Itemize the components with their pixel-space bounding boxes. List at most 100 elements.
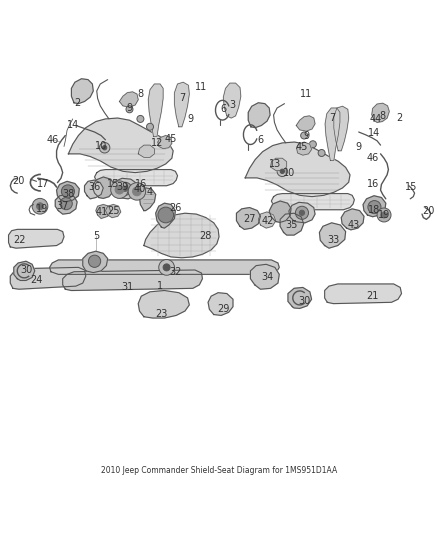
Polygon shape: [63, 270, 202, 290]
Circle shape: [158, 207, 173, 223]
Text: 45: 45: [165, 134, 177, 143]
Text: 42: 42: [262, 216, 274, 225]
Text: 1: 1: [157, 281, 163, 291]
Polygon shape: [245, 142, 350, 197]
Circle shape: [147, 123, 153, 130]
Text: 26: 26: [169, 203, 181, 213]
Text: 8: 8: [380, 111, 386, 121]
Circle shape: [280, 169, 285, 174]
Polygon shape: [158, 135, 172, 149]
Polygon shape: [237, 207, 261, 229]
Circle shape: [163, 264, 170, 271]
Polygon shape: [68, 118, 173, 173]
Text: 45: 45: [296, 142, 308, 152]
Polygon shape: [296, 116, 315, 131]
Text: 22: 22: [13, 235, 25, 245]
Polygon shape: [144, 213, 219, 258]
Polygon shape: [14, 261, 35, 280]
Text: 6: 6: [220, 104, 226, 114]
Text: 38: 38: [62, 189, 74, 199]
Polygon shape: [57, 181, 79, 202]
Text: 9: 9: [127, 103, 133, 114]
Circle shape: [295, 206, 308, 220]
Text: 20: 20: [12, 176, 25, 187]
Circle shape: [119, 182, 132, 195]
Polygon shape: [9, 229, 64, 248]
Text: 15: 15: [405, 182, 417, 192]
Circle shape: [61, 185, 74, 198]
Polygon shape: [372, 103, 389, 123]
Polygon shape: [96, 205, 111, 219]
Polygon shape: [106, 205, 121, 217]
Text: 33: 33: [327, 235, 339, 245]
Polygon shape: [280, 213, 304, 235]
Polygon shape: [140, 188, 155, 211]
Polygon shape: [269, 201, 291, 222]
Circle shape: [128, 183, 146, 200]
Text: 4: 4: [146, 187, 152, 197]
Circle shape: [99, 142, 110, 153]
Circle shape: [60, 198, 72, 210]
Polygon shape: [49, 260, 279, 274]
Text: 19: 19: [36, 204, 48, 214]
Polygon shape: [92, 177, 114, 198]
Text: 27: 27: [244, 214, 256, 224]
Polygon shape: [174, 82, 189, 127]
Text: 2: 2: [396, 113, 403, 123]
Text: 35: 35: [285, 220, 297, 230]
Polygon shape: [120, 92, 138, 107]
Polygon shape: [208, 293, 233, 316]
Text: 9: 9: [187, 114, 194, 124]
Circle shape: [368, 200, 381, 214]
Polygon shape: [289, 203, 315, 223]
Polygon shape: [138, 145, 154, 157]
Circle shape: [88, 255, 101, 268]
Text: 14: 14: [368, 128, 380, 139]
Polygon shape: [148, 84, 163, 136]
Circle shape: [102, 146, 107, 150]
Text: 3: 3: [229, 100, 235, 110]
Polygon shape: [55, 195, 77, 214]
Polygon shape: [85, 180, 103, 199]
Polygon shape: [288, 287, 311, 309]
Circle shape: [123, 186, 128, 191]
Circle shape: [159, 260, 174, 275]
Polygon shape: [251, 264, 279, 289]
Polygon shape: [11, 268, 86, 289]
Text: 40: 40: [134, 184, 146, 194]
Text: 19: 19: [378, 210, 390, 220]
Text: 6: 6: [258, 135, 264, 145]
Circle shape: [32, 198, 48, 214]
Polygon shape: [155, 203, 175, 228]
Circle shape: [381, 212, 387, 218]
Text: 34: 34: [261, 272, 273, 282]
Text: 25: 25: [107, 206, 120, 216]
Text: 7: 7: [179, 93, 185, 103]
Text: 9: 9: [356, 142, 362, 152]
Text: 37: 37: [57, 201, 69, 211]
Text: 2010 Jeep Commander Shield-Seat Diagram for 1MS951D1AA: 2010 Jeep Commander Shield-Seat Diagram …: [101, 466, 337, 475]
Text: 21: 21: [367, 291, 379, 301]
Text: 12: 12: [151, 139, 163, 148]
Polygon shape: [325, 284, 402, 304]
Text: 5: 5: [94, 231, 100, 241]
Text: 28: 28: [199, 231, 211, 241]
Polygon shape: [325, 108, 340, 160]
Polygon shape: [83, 251, 108, 272]
Polygon shape: [319, 223, 346, 248]
Text: 16: 16: [367, 180, 379, 189]
Text: 23: 23: [155, 309, 168, 319]
Polygon shape: [138, 290, 189, 318]
Text: 17: 17: [37, 179, 49, 189]
Text: 11: 11: [195, 83, 208, 93]
Circle shape: [309, 141, 316, 148]
Polygon shape: [258, 212, 276, 228]
Text: 39: 39: [116, 182, 128, 192]
Text: 32: 32: [169, 266, 181, 277]
Text: 18: 18: [368, 205, 380, 215]
Circle shape: [277, 166, 288, 176]
Polygon shape: [297, 142, 311, 155]
Polygon shape: [334, 106, 349, 151]
Text: 30: 30: [21, 265, 33, 275]
Polygon shape: [341, 209, 364, 230]
